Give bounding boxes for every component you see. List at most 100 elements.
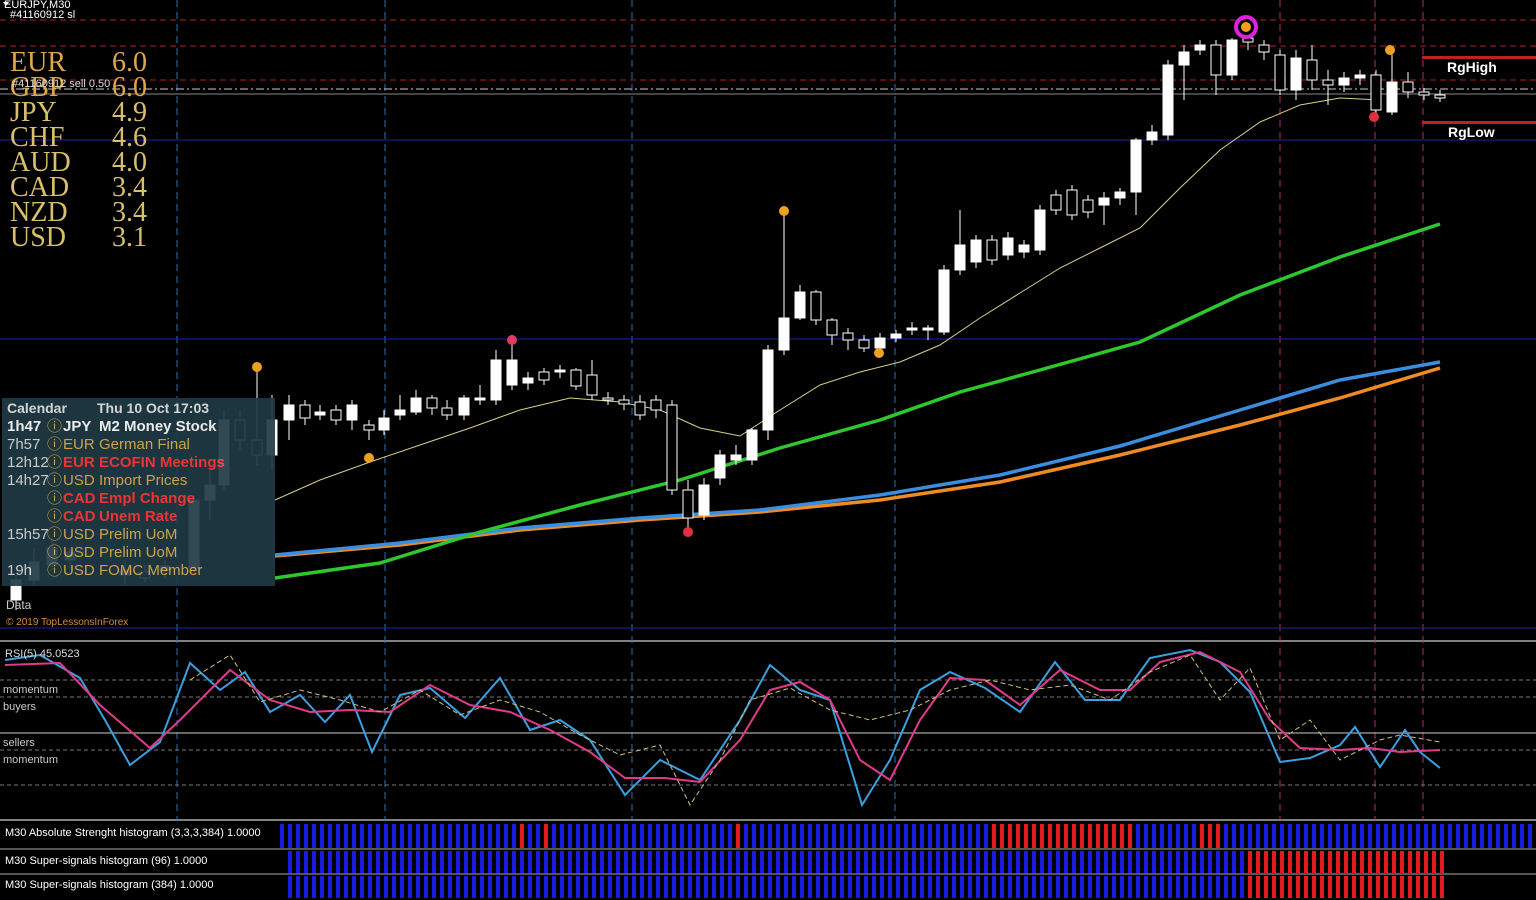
histogram-bar	[1032, 876, 1036, 898]
histogram-bar	[1408, 851, 1412, 873]
candle-body	[714, 454, 726, 479]
histogram-bar	[360, 824, 364, 848]
histogram-bar	[624, 876, 628, 898]
histogram-bar	[736, 876, 740, 898]
histogram-bar	[736, 851, 740, 873]
histogram-bar	[344, 824, 348, 848]
histogram-bar	[920, 876, 924, 898]
histogram-bar	[776, 851, 780, 873]
histogram-bar	[400, 824, 404, 848]
histogram-bar	[736, 824, 740, 848]
histogram-bar	[760, 851, 764, 873]
histogram-bar	[720, 876, 724, 898]
candle-body	[1114, 191, 1126, 199]
histogram-bar	[504, 824, 508, 848]
histogram-bar	[1208, 851, 1212, 873]
candle-body	[1338, 77, 1350, 86]
histogram-bar	[472, 824, 476, 848]
candle-body	[1386, 81, 1398, 113]
histogram-bar	[1032, 824, 1036, 848]
histogram-bar	[760, 824, 764, 848]
calendar-event-row[interactable]: 1h47 ⓘ JPY M2 Money Stock	[2, 418, 275, 436]
histogram-bar	[584, 876, 588, 898]
calendar-title: Calendar	[7, 400, 67, 416]
histogram-bar	[1408, 824, 1412, 848]
histogram-bar	[1048, 851, 1052, 873]
calendar-event-row[interactable]: 19h ⓘ USD FOMC Member	[2, 562, 275, 580]
histogram-bar	[1416, 851, 1420, 873]
candle-body	[570, 369, 582, 387]
candle-body	[858, 339, 870, 349]
candle-body	[1066, 189, 1078, 216]
histogram-bar	[1344, 851, 1348, 873]
histogram-bar	[968, 851, 972, 873]
histogram-bar	[456, 876, 460, 898]
histogram-bar	[1112, 876, 1116, 898]
calendar-event-row[interactable]: ⓘ CAD Unem Rate	[2, 508, 275, 526]
histogram-bar	[624, 824, 628, 848]
candle-body	[778, 317, 790, 351]
histogram-bar	[544, 851, 548, 873]
histogram-bar	[936, 851, 940, 873]
histogram-bar	[1232, 876, 1236, 898]
histogram-bar	[344, 876, 348, 898]
histogram-bar	[1016, 824, 1020, 848]
candle-body	[441, 407, 453, 416]
calendar-panel: Calendar Thu 10 Oct 17:03 1h47 ⓘ JPY M2 Mon…	[2, 398, 275, 586]
histogram-bar	[1072, 824, 1076, 848]
chart-symbol: EURJPY,M30	[4, 0, 71, 11]
histogram-bar	[1256, 824, 1260, 848]
histogram-bar	[880, 851, 884, 873]
histogram-bar	[424, 851, 428, 873]
order-label[interactable]: #41160912 sell 0.50	[12, 78, 111, 90]
candle-body	[1418, 91, 1430, 96]
histogram-bar	[360, 876, 364, 898]
histogram-bar	[416, 824, 420, 848]
calendar-event-row[interactable]: ⓘ CAD Empl Change	[2, 490, 275, 508]
calendar-event-row[interactable]: 7h57 ⓘ EUR German Final	[2, 436, 275, 454]
histogram-bar	[1072, 851, 1076, 873]
data-label: Data	[6, 598, 32, 612]
histogram-bar	[776, 876, 780, 898]
candle-body	[602, 397, 614, 401]
calendar-event-row[interactable]: 15h57 ⓘ USD Prelim UoM	[2, 526, 275, 544]
histogram-bar	[944, 876, 948, 898]
histogram-bar	[1224, 876, 1228, 898]
histogram-bar	[352, 876, 356, 898]
histogram-bar	[1024, 876, 1028, 898]
histogram-bar	[408, 824, 412, 848]
histogram-bar	[1040, 824, 1044, 848]
event-time	[7, 508, 47, 526]
histogram-bar	[1008, 851, 1012, 873]
calendar-event-row[interactable]: 12h12 ⓘ EUR ECOFIN Meetings	[2, 454, 275, 472]
histogram-bar	[568, 851, 572, 873]
fractal-marker	[1369, 112, 1379, 122]
histogram-bar	[728, 824, 732, 848]
histogram-bar	[664, 824, 668, 848]
histogram-bar	[904, 824, 908, 848]
histogram-bar	[760, 876, 764, 898]
histogram-bar	[296, 824, 300, 848]
histogram-bar	[688, 824, 692, 848]
event-currency: USD	[63, 562, 95, 579]
histogram-bar	[840, 851, 844, 873]
histogram-bar	[624, 851, 628, 873]
histogram-bar	[824, 824, 828, 848]
event-currency: JPY	[63, 418, 92, 435]
candle-body	[698, 484, 710, 516]
histogram-bar	[968, 876, 972, 898]
calendar-event-row[interactable]: ⓘ USD Prelim UoM	[2, 544, 275, 562]
histogram-bar	[1200, 876, 1204, 898]
candle-body	[650, 399, 662, 411]
candle-body	[1002, 237, 1014, 256]
event-name: ECOFIN Meetings	[99, 454, 225, 471]
histogram-bar	[1432, 876, 1436, 898]
strength-row-usd: USD 3.1	[10, 222, 147, 253]
strength-row-gbp: GBP 6.0	[10, 72, 147, 103]
histogram-bar	[392, 851, 396, 873]
histogram-bar	[456, 851, 460, 873]
histogram-bar	[568, 824, 572, 848]
calendar-event-row[interactable]: 14h27 ⓘ USD Import Prices	[2, 472, 275, 490]
histogram-bar	[656, 851, 660, 873]
